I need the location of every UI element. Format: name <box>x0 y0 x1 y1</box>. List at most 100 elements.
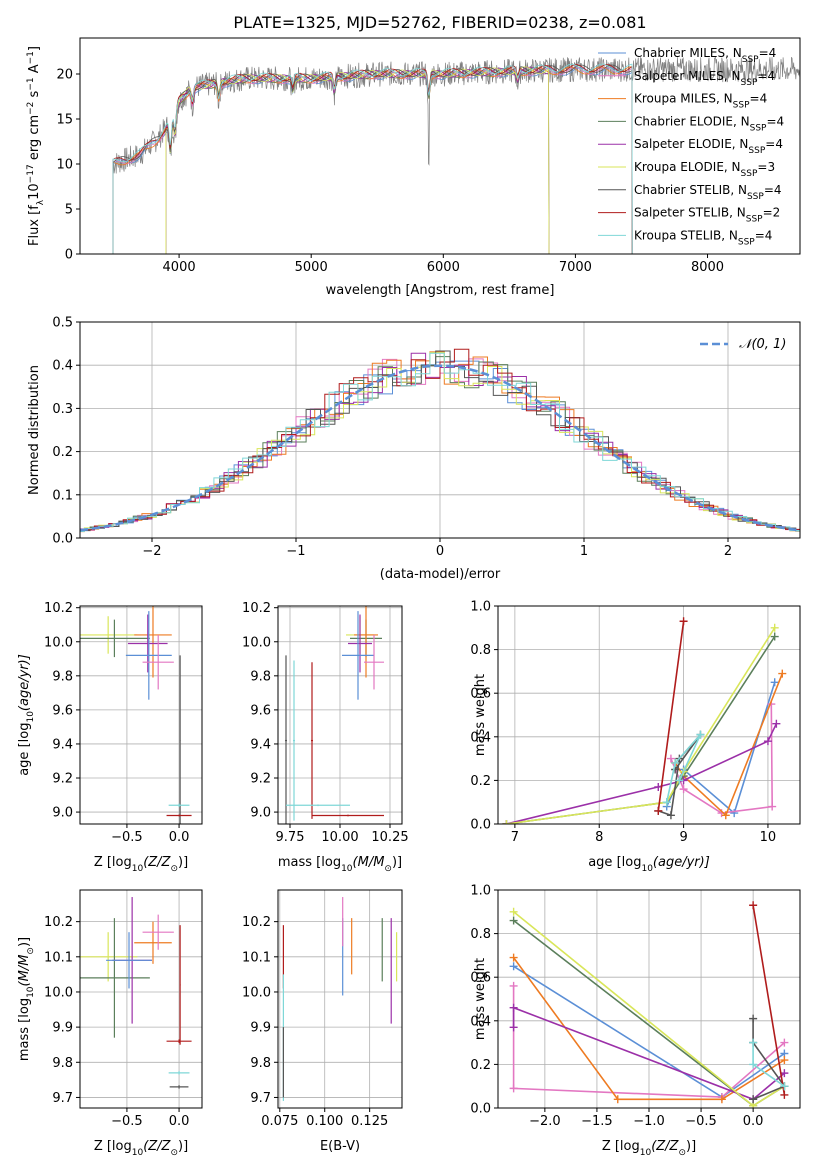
y-tick-label: 0.4 <box>470 730 491 745</box>
x-axis-label-part: )] <box>178 855 188 870</box>
x-tick-label: −1.0 <box>633 1114 665 1129</box>
y-tick-label: 9.7 <box>250 1091 271 1106</box>
y-axis-label: Normed distribution <box>27 365 42 495</box>
legend-label-part: =2 <box>763 206 781 220</box>
axes-mass_vs_ebv: 0.075 0.100 0.125 9.7 9.8 9.9 10.0 10.1 10.2 E(B-… <box>242 889 403 1154</box>
legend-label-part: Salpeter MILES, N <box>634 69 741 83</box>
x-tick-label: 0.100 <box>306 1114 343 1129</box>
weight-marker <box>662 798 671 807</box>
x-axis-label-part: (Z/Z <box>651 1139 679 1154</box>
axes-mass_vs_Z: −0.5 0.09.79.89.910.010.110.2Z [log10(Z/Z… <box>17 889 203 1158</box>
y-tick-label: 0.4 <box>470 1014 491 1029</box>
y-tick-label: 10.2 <box>242 601 271 616</box>
x-axis-label: Z [log10(Z/Z⊙)] <box>94 1139 188 1158</box>
x-axis-label-part: (Z/Z <box>143 1139 171 1154</box>
x-tick-label: 9 <box>679 830 687 845</box>
y-tick-label: 10.0 <box>242 635 271 650</box>
x-tick-label: 10.25 <box>371 830 408 845</box>
y-axis-label-part: (age/yr)] <box>17 654 32 711</box>
x-axis-label-part: (M/M <box>353 855 385 870</box>
x-tick-label: 0.075 <box>261 1114 298 1129</box>
y-axis-label-part: −1 <box>26 77 36 90</box>
x-tick-label: 0.125 <box>351 1114 388 1129</box>
y-axis-label-part: mass [log <box>17 998 32 1061</box>
residual-hist-salpeter-stelib <box>80 348 800 533</box>
y-tick-label: 9.0 <box>52 806 73 821</box>
y-axis-label-part: erg cm <box>27 115 42 164</box>
y-axis-label: mass weight <box>473 674 488 756</box>
weight-marker <box>509 907 518 916</box>
model-spectrum-salpeter-elodie <box>165 66 550 254</box>
weight-marker <box>509 1003 518 1012</box>
x-axis-label-part: ⊙ <box>678 1148 686 1158</box>
legend-label-part: SSP <box>742 55 759 65</box>
plot-area-residuals <box>80 348 800 533</box>
weight-marker <box>679 785 688 794</box>
weight-line-kroupa-stelib <box>665 734 702 803</box>
weight-marker <box>509 953 518 962</box>
y-tick-label: 0.0 <box>52 532 73 547</box>
x-axis-label-part: 10 <box>640 1148 652 1158</box>
y-tick-label: 0.0 <box>470 818 491 833</box>
legend-label: Kroupa STELIB, NSSP=4 <box>634 228 772 247</box>
legend-label-part: Kroupa MILES, N <box>634 92 733 106</box>
axes-frame <box>277 889 403 1109</box>
x-tick-label: 10.00 <box>321 830 358 845</box>
weight-line-kroupa-miles <box>674 673 784 817</box>
legend-label-part: =4 <box>766 114 784 128</box>
y-tick-label: 10.0 <box>44 635 73 650</box>
y-tick-label: 10.2 <box>44 601 73 616</box>
x-tick-label: 0.0 <box>169 1114 190 1129</box>
y-tick-label: 10.1 <box>44 950 73 965</box>
x-tick-label: 0.0 <box>169 830 190 845</box>
y-axis-label-part: ⊙ <box>26 947 36 955</box>
y-axis-label-part: λ <box>36 199 46 205</box>
y-tick-label: 9.6 <box>52 703 73 718</box>
axes-frame <box>79 37 801 255</box>
y-tick-label: 10.1 <box>242 950 271 965</box>
y-tick-label: 9.9 <box>250 1021 271 1036</box>
legend-label-part: =3 <box>757 160 775 174</box>
y-tick-label: 0.8 <box>470 927 491 942</box>
x-axis-label-part: mass [log <box>278 855 341 870</box>
weight-marker <box>780 1082 789 1091</box>
legend-label-part: =4 <box>759 46 777 60</box>
legend-label-part: SSP <box>748 146 765 156</box>
axes-weight_vs_Z: −2.0 −1.5 −1.0 −0.5 0.0 0.0 0.2 0.4 0.6 0.8 1.0 Z [… <box>470 884 801 1158</box>
weight-marker <box>749 1095 758 1104</box>
plot-area-weight_vs_age <box>502 617 787 824</box>
x-tick-label: 4000 <box>163 260 196 275</box>
x-tick-label: 6000 <box>427 260 460 275</box>
y-tick-label: 1.0 <box>470 884 491 899</box>
weight-line-chabrier-elodie <box>506 636 776 824</box>
legend-label: Salpeter MILES, NSSP=4 <box>634 69 775 88</box>
y-tick-label: 0.5 <box>52 316 73 331</box>
y-axis-label-part: (M/M <box>17 955 32 987</box>
x-tick-label: 0.0 <box>743 1114 764 1129</box>
model-spectrum-chabrier-elodie <box>165 67 550 254</box>
x-tick-label: 10 <box>760 830 777 845</box>
y-tick-label: 0.2 <box>470 1058 491 1073</box>
y-axis-label: Flux [fλ10−17 erg cm−2 s−1 A−1] <box>26 46 46 246</box>
y-axis-label-part: A <box>27 64 42 77</box>
y-axis-label-part: −17 <box>26 164 36 183</box>
y-tick-label: 0.2 <box>470 774 491 789</box>
legend-label: Salpeter STELIB, NSSP=2 <box>634 206 780 225</box>
weight-marker <box>509 1023 518 1032</box>
weight-line-salpeter-miles <box>512 985 785 1098</box>
x-axis-label-part: )] <box>686 1139 696 1154</box>
y-tick-label: 5 <box>65 203 73 218</box>
legend-label-part: SSP <box>750 123 767 133</box>
y-tick-label: 9.8 <box>250 669 271 684</box>
weight-marker <box>509 981 518 990</box>
y-tick-label: 10.0 <box>242 985 271 1000</box>
legend-label: Chabrier STELIB, NSSP=4 <box>634 183 782 202</box>
weight-marker <box>730 809 739 818</box>
legend-label: Chabrier MILES, NSSP=4 <box>634 46 776 65</box>
x-axis-label: mass [log10(M/M⊙)] <box>278 855 402 874</box>
plot-area-mass_vs_Z <box>80 897 192 1089</box>
y-tick-label: 10.2 <box>242 915 271 930</box>
legend-label-part: SSP <box>747 192 764 202</box>
x-tick-label: −1.5 <box>581 1114 613 1129</box>
